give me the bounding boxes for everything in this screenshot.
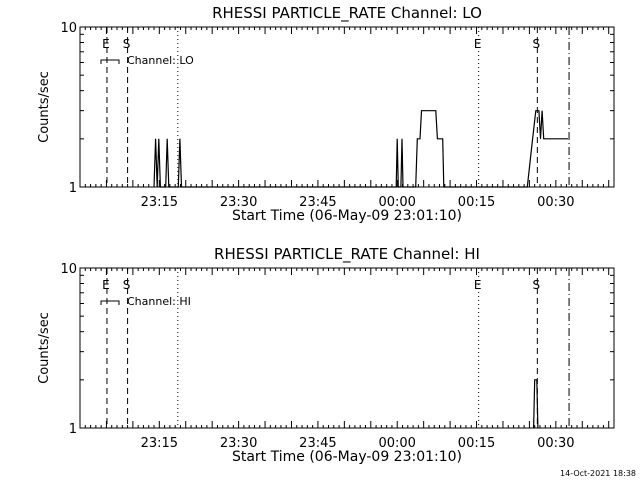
- x-tick-label: 00:15: [458, 195, 495, 210]
- x-tick-label: 23:30: [220, 195, 257, 210]
- y-axis-label: Counts/sec: [37, 71, 52, 143]
- chart-panel-hi: RHESSI PARTICLE_RATE Channel: HI 23:15 23:…: [37, 245, 615, 465]
- y-tick-label: 10: [60, 262, 77, 277]
- y-tick-label: 10: [60, 21, 77, 36]
- y-tick-label: 1: [69, 181, 77, 196]
- legend-label: Channel: LO: [127, 54, 194, 67]
- event-marker-label: S: [533, 37, 541, 51]
- event-marker-label: E: [474, 278, 482, 292]
- event-marker-label: E: [102, 37, 110, 51]
- x-tick-label: 00:30: [537, 195, 574, 210]
- event-marker-label: E: [474, 37, 482, 51]
- chart-title: RHESSI PARTICLE_RATE Channel: HI: [214, 245, 480, 264]
- legend-line: [100, 300, 120, 305]
- chart-panel-lo: RHESSI PARTICLE_RATE Channel: LO 23:15 23:…: [37, 4, 615, 224]
- series-line: [153, 110, 568, 188]
- x-tick-label: 00:00: [378, 195, 415, 210]
- x-axis-label: Start Time (06-May-09 23:01:10): [232, 208, 462, 224]
- legend-label: Channel: HI: [127, 295, 191, 308]
- chart-title: RHESSI PARTICLE_RATE Channel: LO: [212, 4, 482, 23]
- plot-frame: [79, 267, 615, 429]
- x-tick-label: 23:45: [299, 436, 336, 451]
- x-tick-label: 23:15: [141, 436, 178, 451]
- series-line: [533, 379, 539, 429]
- x-tick-label: 00:15: [458, 436, 495, 451]
- x-tick-label: 00:00: [378, 436, 415, 451]
- y-axis-label: Counts/sec: [37, 312, 52, 384]
- x-tick-label: 00:30: [537, 436, 574, 451]
- legend-line: [100, 59, 120, 64]
- y-tick-label: 1: [69, 422, 77, 437]
- event-marker-label: E: [102, 278, 110, 292]
- event-marker-label: S: [533, 278, 541, 292]
- footer-timestamp: 14-Oct-2021 18:38: [560, 469, 636, 478]
- x-axis-label: Start Time (06-May-09 23:01:10): [232, 449, 462, 465]
- event-marker-label: S: [123, 278, 131, 292]
- x-tick-label: 23:45: [299, 195, 336, 210]
- x-tick-label: 23:15: [141, 195, 178, 210]
- event-marker-label: S: [123, 37, 131, 51]
- x-tick-label: 23:30: [220, 436, 257, 451]
